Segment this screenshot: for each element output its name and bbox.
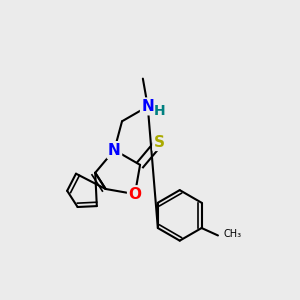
Text: N: N: [108, 142, 121, 158]
Text: H: H: [154, 104, 166, 118]
Text: O: O: [128, 187, 141, 202]
Text: CH₃: CH₃: [223, 229, 242, 239]
Text: N: N: [141, 99, 154, 114]
Text: S: S: [154, 135, 165, 150]
